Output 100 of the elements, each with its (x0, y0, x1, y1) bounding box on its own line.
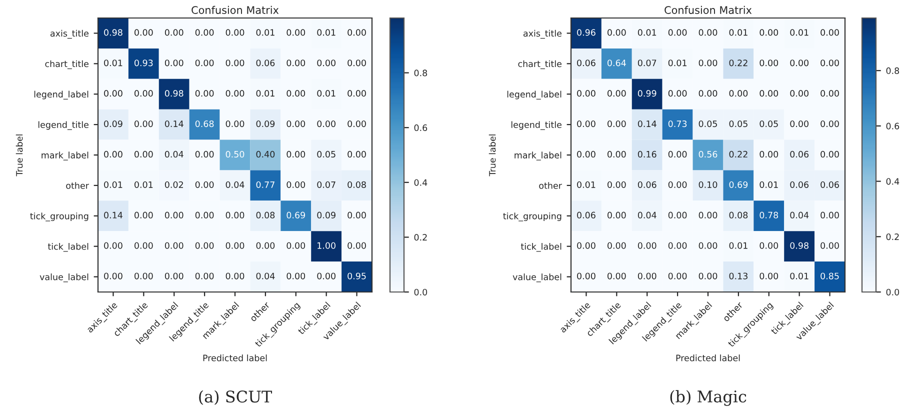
data-label: 0.00 (638, 242, 656, 249)
text: (b) Magic (670, 390, 746, 406)
data-label: 0.00 (104, 90, 122, 97)
color-bar-label: 0.8 (886, 67, 900, 74)
data-label: 0.01 (256, 29, 274, 36)
data-label: 0.00 (317, 120, 336, 128)
data-label: 0.00 (668, 90, 687, 97)
chart-title: Confusion Matrix (664, 6, 752, 14)
data-label: 0.96 (577, 29, 596, 36)
data-label: 0.00 (577, 150, 596, 158)
y-axis-title: True label (488, 134, 496, 176)
data-label: 0.00 (698, 29, 718, 36)
data-label: 0.00 (608, 90, 626, 97)
data-label: 0.14 (638, 120, 656, 128)
data-label: 0.50 (226, 150, 244, 158)
color-bar-label: 0.8 (414, 70, 428, 76)
data-label: 0.00 (286, 181, 306, 188)
data-label: 0.06 (820, 181, 839, 188)
data-label: 0.05 (760, 120, 778, 128)
data-label: 0.00 (577, 120, 596, 128)
data-label: 0.00 (195, 242, 214, 249)
data-label: 0.00 (820, 242, 839, 249)
data-label: 0.78 (760, 212, 778, 218)
data-label: 0.00 (286, 60, 306, 66)
data-label: 0.00 (608, 212, 626, 218)
data-label: 0.09 (317, 212, 336, 218)
data-label: 0.00 (790, 90, 808, 97)
data-label: 0.00 (608, 29, 626, 36)
data-label: 0.09 (104, 120, 122, 128)
data-label: 0.99 (638, 90, 656, 97)
y-tick-label: axis_title (50, 30, 89, 39)
data-label: 0.06 (790, 181, 809, 188)
data-label: 0.69 (729, 181, 748, 188)
data-label: 0.00 (164, 29, 184, 36)
data-label: 0.01 (317, 29, 336, 36)
y-axis-title: True label (16, 134, 23, 176)
data-label: 0.00 (286, 272, 306, 280)
color-bar-label: 0.2 (886, 233, 899, 240)
data-label: 0.04 (256, 272, 275, 280)
color-bar-label: 0.2 (414, 234, 427, 241)
data-label: 0.00 (134, 29, 153, 36)
data-label: 0.01 (134, 181, 153, 188)
x-axis-title: Predicted label (676, 354, 740, 362)
data-label: 0.98 (790, 242, 808, 249)
y-tick-label: chart_title (45, 60, 89, 70)
data-label: 0.00 (164, 60, 184, 66)
y-tick-label: other (539, 182, 562, 189)
data-label: 0.93 (134, 60, 153, 66)
data-label: 0.00 (698, 242, 718, 249)
data-label: 0.98 (104, 29, 122, 36)
data-label: 0.00 (760, 150, 778, 158)
y-tick-label: legend_title (511, 121, 562, 130)
data-label: 0.01 (104, 181, 122, 188)
data-label: 0.00 (668, 181, 687, 188)
data-label: 0.00 (134, 90, 153, 97)
data-label: 0.00 (820, 212, 839, 218)
data-label: 0.98 (164, 90, 184, 97)
data-label: 0.01 (256, 90, 274, 97)
color-bar-label: 0.4 (886, 178, 900, 185)
data-label: 0.00 (760, 272, 778, 280)
data-label: 0.00 (195, 90, 214, 97)
data-label: 0.00 (608, 181, 626, 188)
data-label: 0.00 (668, 242, 687, 249)
data-label: 0.00 (820, 90, 839, 97)
data-label: 0.01 (790, 272, 808, 280)
data-label: 0.00 (317, 272, 336, 280)
y-tick-label: legend_label (507, 90, 562, 100)
data-label: 0.05 (317, 150, 336, 158)
data-label: 0.05 (729, 120, 748, 128)
data-label: 1.00 (318, 242, 336, 249)
data-label: 0.01 (317, 90, 336, 97)
y-tick-label: chart_title (518, 60, 562, 70)
data-label: 0.00 (790, 120, 808, 128)
data-label: 0.77 (256, 181, 274, 188)
data-label: 0.01 (729, 242, 748, 249)
y-tick-label: legend_title (38, 121, 89, 130)
color-bar-label: 0.6 (414, 124, 428, 132)
data-label: 0.00 (195, 60, 214, 66)
data-label: 0.01 (729, 29, 748, 36)
data-label: 0.06 (577, 212, 596, 218)
y-tick-label: other (66, 182, 89, 189)
data-label: 0.73 (668, 120, 687, 128)
y-tick-label: legend_label (34, 90, 88, 100)
data-label: 0.00 (195, 29, 214, 36)
color-bar-label: 0.4 (414, 179, 428, 186)
y-tick-label: tick_label (520, 243, 562, 252)
data-label: 0.07 (317, 181, 336, 188)
data-label: 0.02 (164, 181, 183, 188)
y-tick-label: tick_label (48, 243, 88, 252)
data-label: 0.01 (760, 181, 778, 188)
data-label: 0.00 (760, 29, 778, 36)
data-label: 0.69 (286, 212, 306, 218)
data-label: 0.00 (608, 150, 626, 158)
data-label: 0.01 (668, 60, 686, 66)
y-tick-label: value_label (512, 273, 562, 282)
color-bar-label: 0.0 (414, 288, 428, 296)
data-label: 0.00 (195, 272, 214, 280)
data-label: 0.00 (698, 272, 718, 280)
data-label: 0.00 (729, 90, 748, 97)
data-label: 0.00 (256, 242, 275, 249)
